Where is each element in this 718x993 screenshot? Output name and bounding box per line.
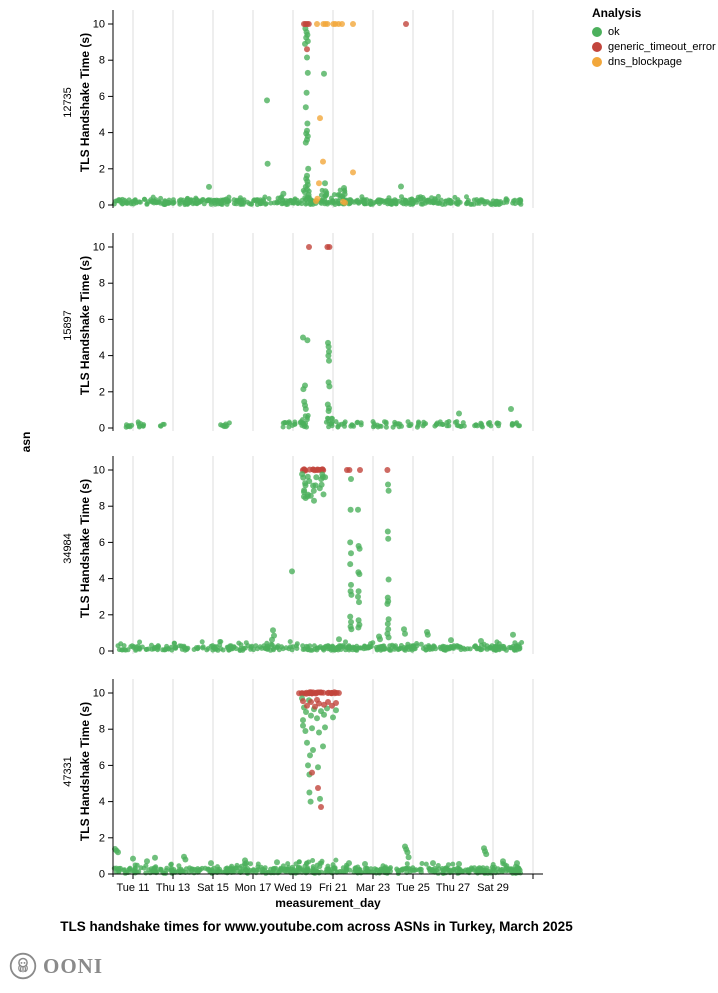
y-tick-label: 10 bbox=[93, 242, 105, 254]
x-axis-title: measurement_day bbox=[275, 896, 381, 910]
x-tick-label: Sat 15 bbox=[197, 882, 229, 894]
gridlines bbox=[132, 10, 534, 208]
x-tick-label: Tue 11 bbox=[116, 882, 149, 894]
ooni-wordmark: OONI bbox=[43, 953, 104, 978]
y-axis-title: TLS Handshake Time (s) bbox=[78, 256, 92, 395]
y-axis-title: TLS Handshake Time (s) bbox=[78, 33, 92, 172]
y-tick-label: 0 bbox=[99, 869, 105, 881]
y-axis: 0 2 4 6 8 10 bbox=[93, 10, 114, 212]
y-tick-label: 6 bbox=[99, 314, 105, 326]
facet-label: 15897 bbox=[62, 310, 74, 341]
y-tick-label: 10 bbox=[93, 688, 105, 700]
y-tick-label: 8 bbox=[99, 724, 105, 736]
legend-item-dns-blockpage: dns_blockpage bbox=[592, 56, 718, 68]
points-layer bbox=[111, 21, 524, 208]
legend-title: Analysis bbox=[592, 6, 642, 20]
x-tick-label: Thu 27 bbox=[436, 882, 470, 894]
gridlines bbox=[132, 456, 534, 654]
legend-item-generic-timeout-error: generic_timeout_error bbox=[592, 41, 718, 53]
legend-item-ok: ok bbox=[592, 26, 718, 38]
x-tick-label: Fri 21 bbox=[319, 882, 347, 894]
legend: Analysis ok generic_timeout_error dns_bl… bbox=[592, 6, 718, 71]
ooni-footer: OONI bbox=[8, 951, 103, 981]
x-tick-label: Tue 25 bbox=[396, 882, 430, 894]
y-axis: 0 2 4 6 8 10 bbox=[93, 233, 114, 435]
x-tick-label: Thu 13 bbox=[156, 882, 190, 894]
legend-label-dns-blockpage: dns_blockpage bbox=[608, 56, 683, 68]
points-layer bbox=[111, 689, 523, 876]
facet-label: 12735 bbox=[62, 87, 74, 118]
x-tick-label: Mar 23 bbox=[356, 882, 390, 894]
y-tick-label: 4 bbox=[99, 127, 105, 139]
y-tick-label: 10 bbox=[93, 465, 105, 477]
y-tick-label: 0 bbox=[99, 646, 105, 658]
facet-axis-label: asn bbox=[19, 432, 33, 453]
ooni-logo-icon bbox=[9, 952, 37, 980]
facet-label: 47331 bbox=[62, 756, 74, 787]
y-tick-label: 4 bbox=[99, 350, 105, 362]
y-tick-label: 6 bbox=[99, 760, 105, 772]
points-layer bbox=[115, 466, 525, 653]
y-tick-label: 2 bbox=[99, 609, 105, 621]
y-tick-label: 2 bbox=[99, 832, 105, 844]
legend-swatch-ok-icon bbox=[592, 27, 602, 37]
y-tick-label: 8 bbox=[99, 55, 105, 67]
y-axis: 0 2 4 6 8 10 bbox=[93, 456, 114, 658]
y-axis: 0 2 4 6 8 10 bbox=[93, 679, 114, 881]
x-tick-label: Sat 29 bbox=[477, 882, 509, 894]
y-tick-label: 0 bbox=[99, 200, 105, 212]
y-tick-label: 8 bbox=[99, 501, 105, 513]
legend-label-ok: ok bbox=[608, 26, 620, 38]
legend-swatch-dns-blockpage-icon bbox=[592, 57, 602, 67]
y-axis-title: TLS Handshake Time (s) bbox=[78, 702, 92, 841]
y-tick-label: 6 bbox=[99, 537, 105, 549]
y-tick-label: 2 bbox=[99, 163, 105, 175]
chart-title: TLS handshake times for www.youtube.com … bbox=[60, 919, 573, 934]
gridlines bbox=[132, 679, 534, 877]
y-tick-label: 10 bbox=[93, 19, 105, 31]
y-tick-label: 6 bbox=[99, 91, 105, 103]
facet-label: 34984 bbox=[62, 533, 74, 564]
y-axis-title: TLS Handshake Time (s) bbox=[78, 479, 92, 618]
gridlines bbox=[132, 233, 534, 431]
legend-swatch-generic-timeout-error-icon bbox=[592, 42, 602, 52]
x-tick-label: Mon 17 bbox=[235, 882, 272, 894]
y-tick-label: 8 bbox=[99, 278, 105, 290]
x-axis: Tue 11 Thu 13 Sat 15 Mon 17 Wed 19 Fri 21 Mar … bbox=[113, 873, 543, 910]
points-layer bbox=[123, 244, 522, 430]
y-tick-label: 4 bbox=[99, 796, 105, 808]
y-tick-label: 2 bbox=[99, 386, 105, 398]
y-tick-label: 4 bbox=[99, 573, 105, 585]
x-tick-label: Wed 19 bbox=[274, 882, 312, 894]
legend-label-generic-timeout-error: generic_timeout_error bbox=[608, 41, 716, 53]
y-tick-label: 0 bbox=[99, 423, 105, 435]
